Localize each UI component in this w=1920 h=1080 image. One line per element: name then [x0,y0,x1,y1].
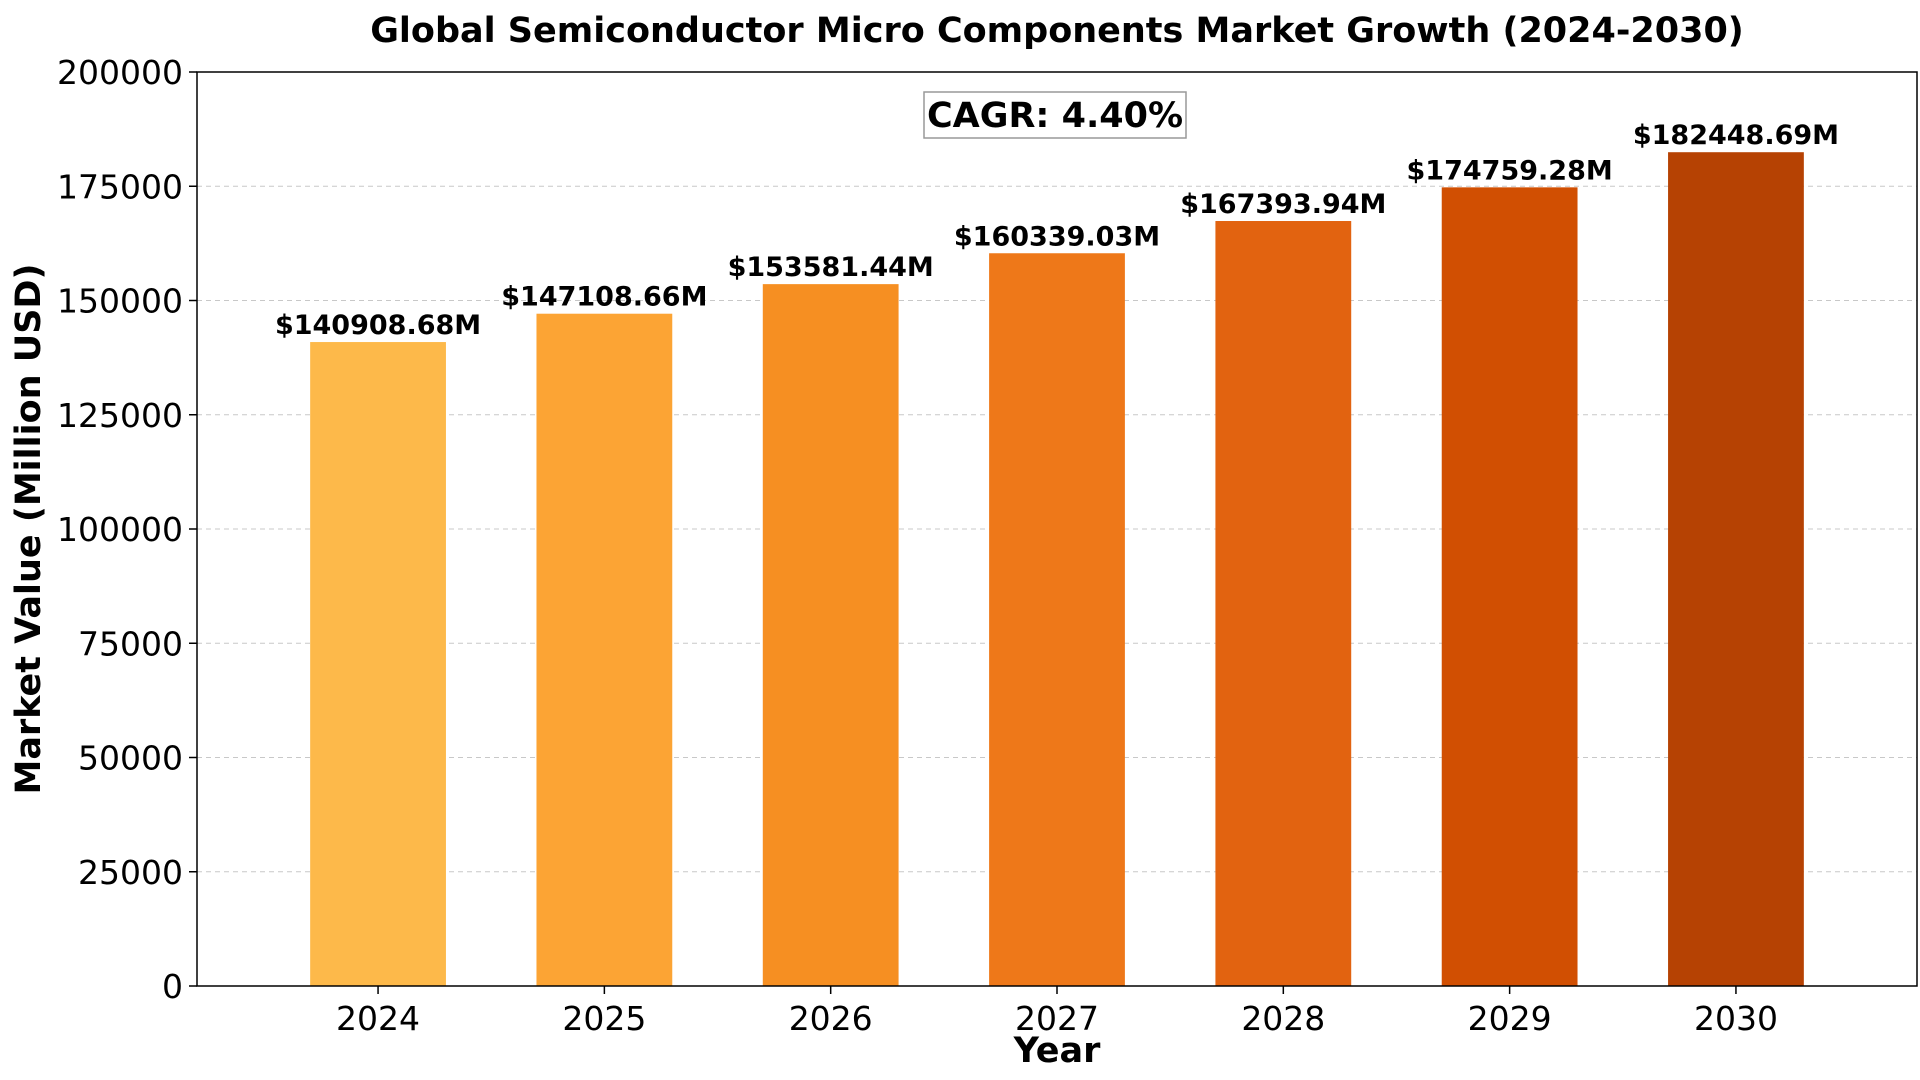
bar [762,284,899,986]
bar [1441,187,1578,986]
y-tick-label: 150000 [57,282,183,321]
x-tick-label: 2024 [336,999,420,1038]
x-tick-label: 2028 [1241,999,1325,1038]
chart-title: Global Semiconductor Micro Components Ma… [370,11,1744,51]
x-axis-label: Year [1013,1031,1101,1071]
x-tick-label: 2030 [1694,999,1778,1038]
cagr-annotation-text: CAGR: 4.40% [927,96,1183,136]
y-tick-label: 50000 [78,739,183,778]
bar-value-label: $160339.03M [954,221,1160,252]
bar [1668,152,1804,987]
bar-value-label: $182448.69M [1633,120,1839,151]
bar-value-label: $167393.94M [1180,189,1386,220]
y-axis-label: Market Value (Million USD) [9,264,49,795]
y-axis-ticks: 0 25000 50000 75000 100000 125000 150000 175000… [57,53,197,1006]
x-axis-ticks: 2024 2025 2026 2027 2028 2029 2030 [336,986,1778,1038]
x-tick-label: 2025 [562,999,646,1038]
y-tick-label: 100000 [57,510,183,549]
y-tick-label: 25000 [78,853,183,892]
bar [310,342,446,986]
bar-value-label: $174759.28M [1407,155,1613,186]
bar [536,313,673,987]
bar [989,253,1125,987]
bar-value-label: $140908.68M [275,310,481,341]
x-tick-label: 2027 [1015,999,1099,1038]
bar-value-label: $153581.44M [728,252,934,283]
bars [310,152,1804,987]
bar-value-label: $147108.66M [501,282,707,313]
y-tick-label: 175000 [57,167,183,206]
y-tick-label: 0 [162,967,183,1006]
cagr-annotation-box [923,91,1187,139]
x-tick-label: 2026 [789,999,873,1038]
bar [1215,221,1352,986]
y-tick-label: 125000 [57,396,183,435]
bar-value-labels: $140908.68M $147108.66M $153581.44M $160339… [275,120,1839,341]
cagr-annotation: CAGR: 4.40% [923,91,1187,139]
x-tick-label: 2029 [1468,999,1552,1038]
y-tick-label: 75000 [78,624,183,663]
y-tick-label: 200000 [57,53,183,92]
